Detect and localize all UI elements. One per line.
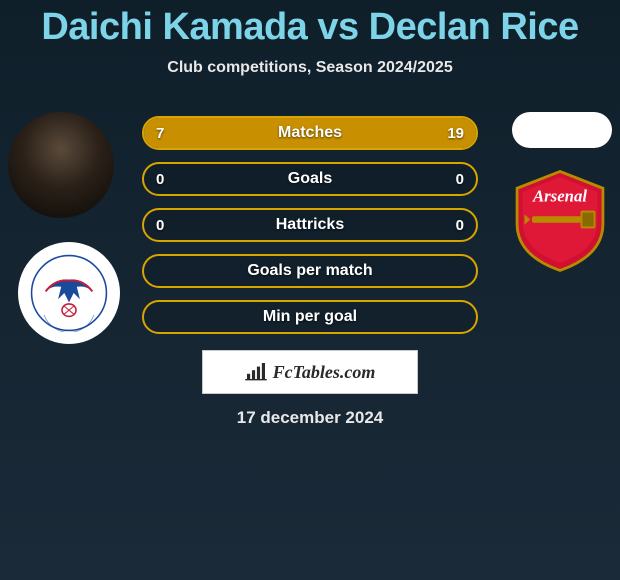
- stat-value-left: 0: [156, 217, 164, 234]
- stats-bars: 7 Matches 19 0 Goals 0 0 Hattricks 0 Goals per ma…: [142, 112, 478, 334]
- stat-value-left: 0: [156, 171, 164, 188]
- stat-value-right: 0: [456, 171, 464, 188]
- stat-value-right: 19: [447, 125, 464, 142]
- svg-text:Arsenal: Arsenal: [532, 186, 587, 205]
- club-right-crest: Arsenal: [504, 164, 616, 276]
- stat-label: Goals: [288, 170, 332, 188]
- stat-bar-goals: 0 Goals 0: [142, 162, 478, 196]
- stat-label: Goals per match: [247, 262, 372, 280]
- brand-bar-chart-icon: [245, 363, 267, 381]
- brand-text: FcTables.com: [273, 362, 376, 383]
- club-left-crest: [18, 242, 120, 344]
- stat-bar-min-per-goal: Min per goal: [142, 300, 478, 334]
- date: 17 december 2024: [0, 408, 620, 428]
- comparison-area: Arsenal 7 Matches 19 0 Goals 0 0 Hattricks 0 Goal…: [0, 112, 620, 334]
- stat-label: Hattricks: [276, 216, 344, 234]
- stat-value-right: 0: [456, 217, 464, 234]
- stat-bar-matches: 7 Matches 19: [142, 116, 478, 150]
- page-title: Daichi Kamada vs Declan Rice: [0, 0, 620, 49]
- bar-fill-right: [233, 118, 476, 148]
- brand-box[interactable]: FcTables.com: [202, 350, 418, 394]
- player-left-avatar: [8, 112, 114, 218]
- stat-value-left: 7: [156, 125, 164, 142]
- stat-bar-goals-per-match: Goals per match: [142, 254, 478, 288]
- player-right-pill: [512, 112, 612, 148]
- stat-label: Min per goal: [263, 308, 357, 326]
- subtitle: Club competitions, Season 2024/2025: [0, 59, 620, 77]
- stat-label: Matches: [278, 124, 342, 142]
- stat-bar-hattricks: 0 Hattricks 0: [142, 208, 478, 242]
